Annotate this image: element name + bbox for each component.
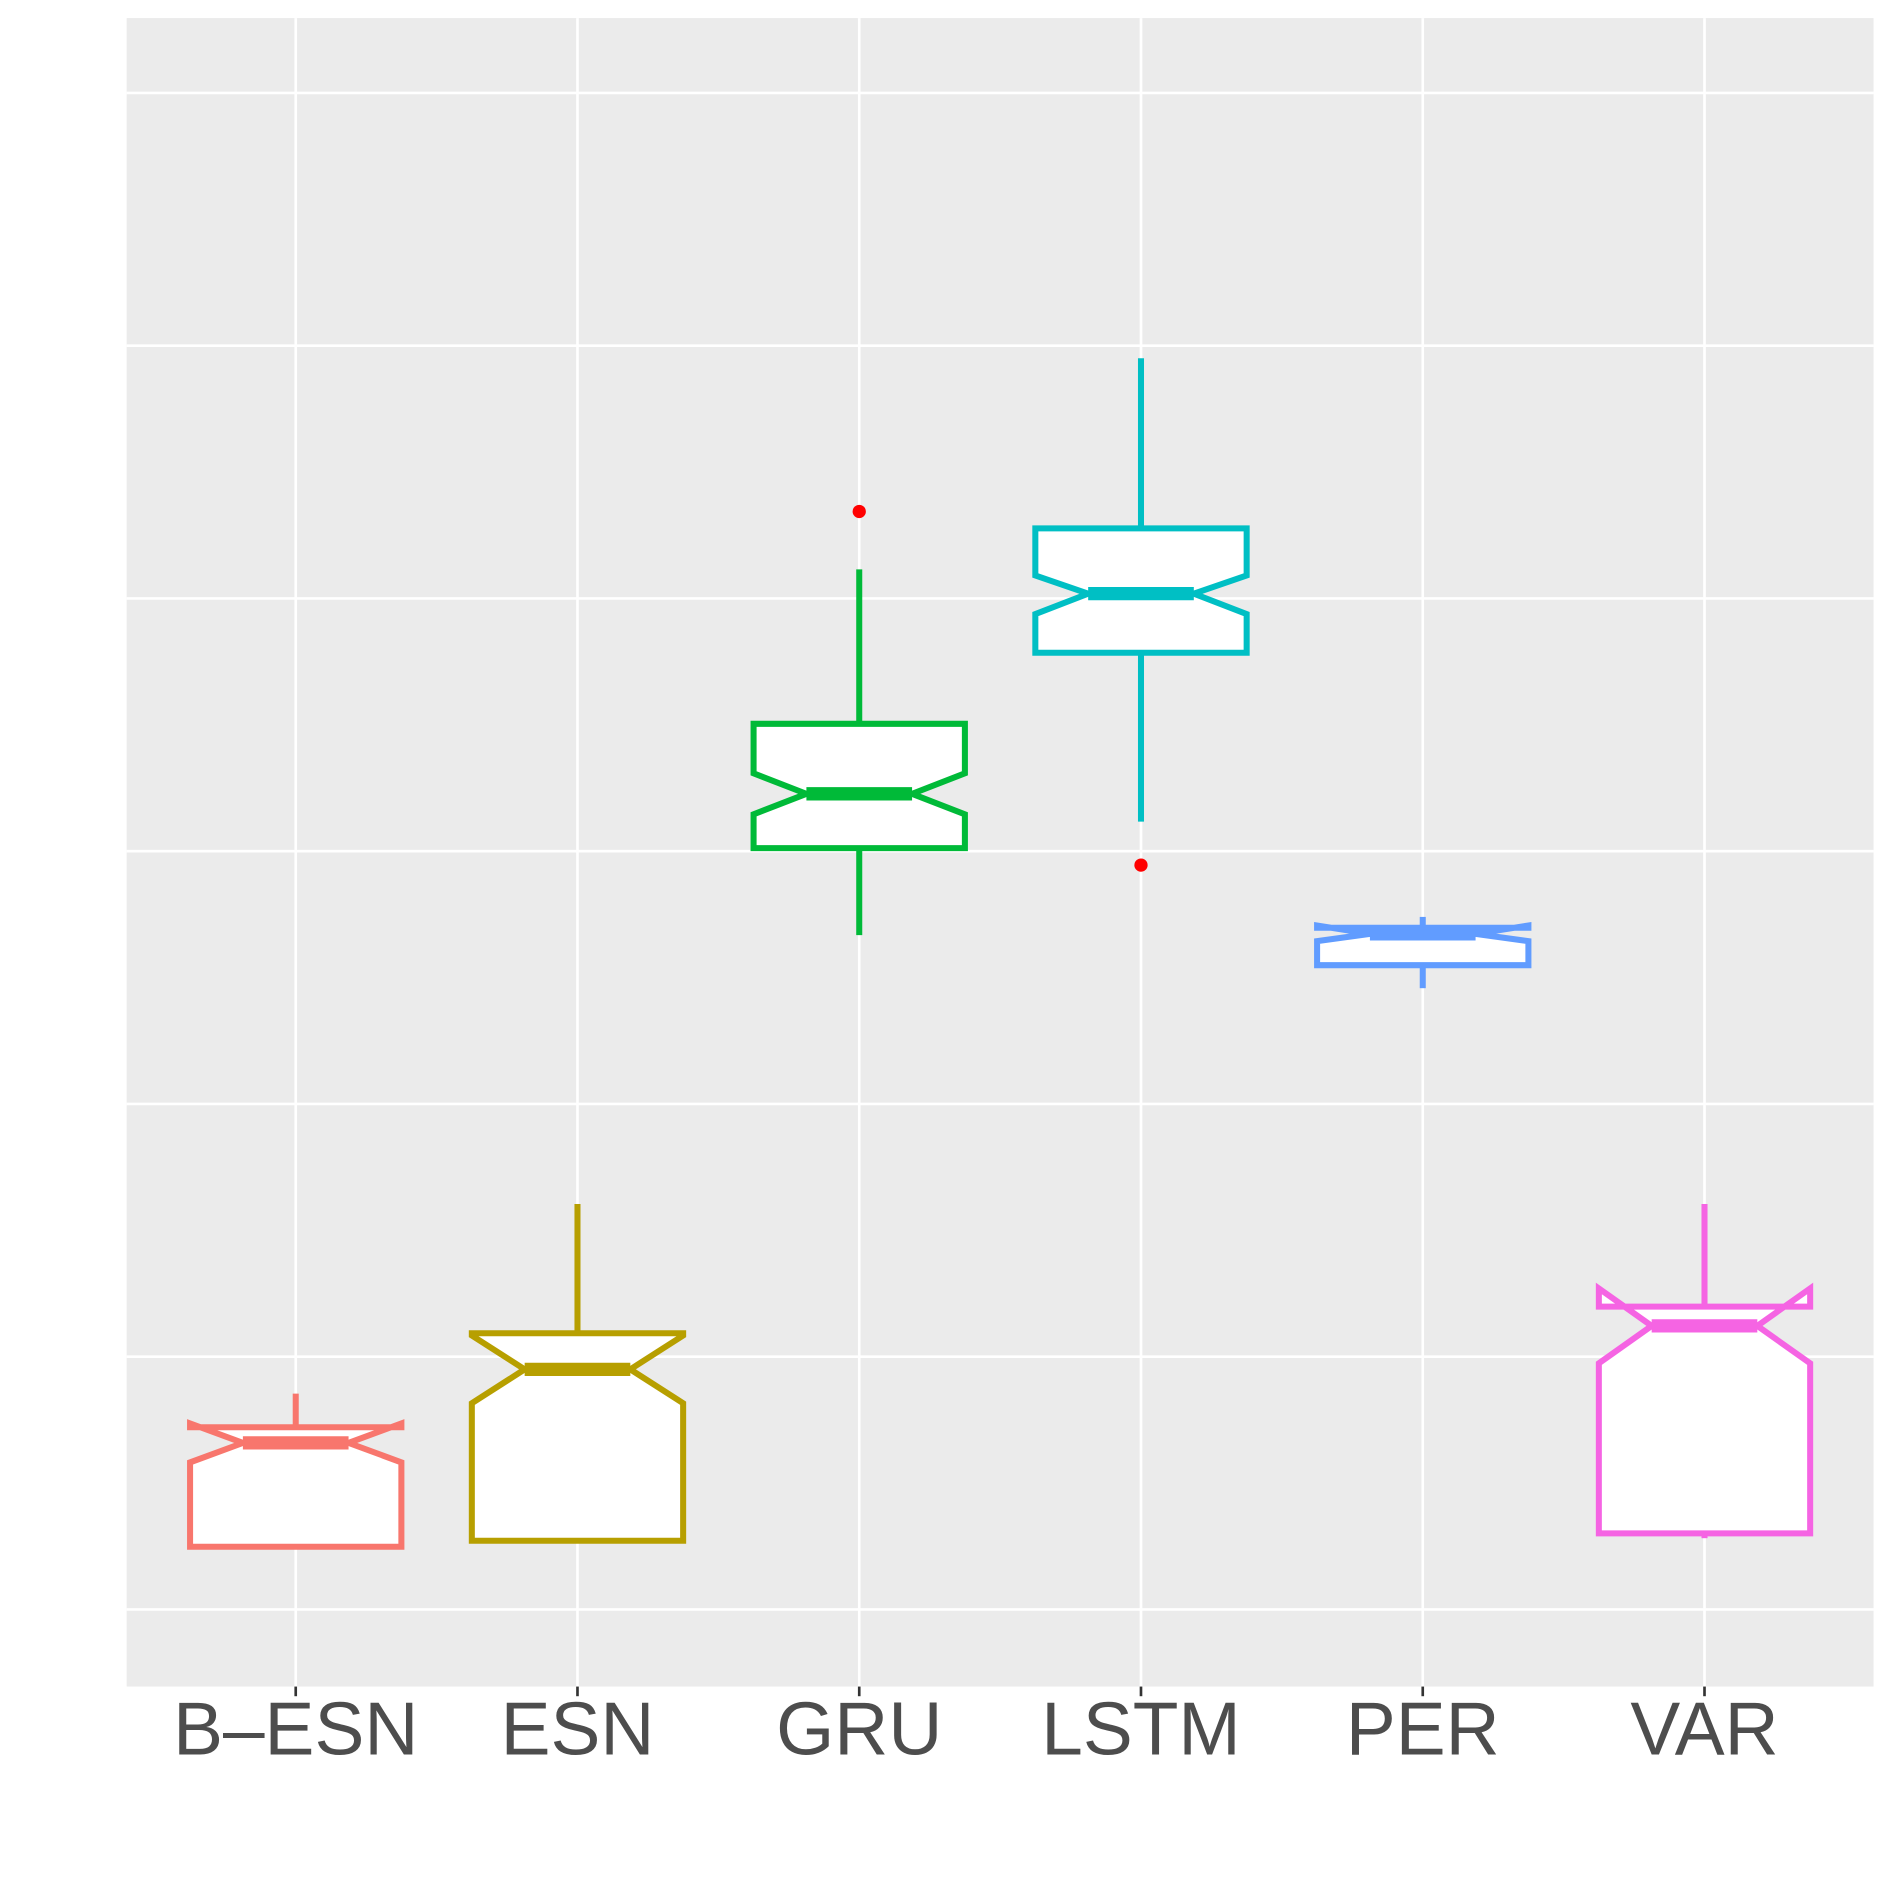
x-tick-label: GRU bbox=[776, 1687, 942, 1771]
x-tick-label: VAR bbox=[1630, 1687, 1778, 1771]
box bbox=[187, 1419, 405, 1550]
box bbox=[468, 1330, 687, 1544]
outlier bbox=[1134, 858, 1148, 872]
x-tick-label: B–ESN bbox=[173, 1687, 418, 1771]
outlier bbox=[852, 504, 866, 519]
box bbox=[1595, 1282, 1814, 1537]
x-tick-label: ESN bbox=[501, 1687, 655, 1771]
x-tick-label: PER bbox=[1346, 1687, 1500, 1771]
box bbox=[750, 720, 968, 852]
x-tick-label: LSTM bbox=[1041, 1687, 1240, 1771]
